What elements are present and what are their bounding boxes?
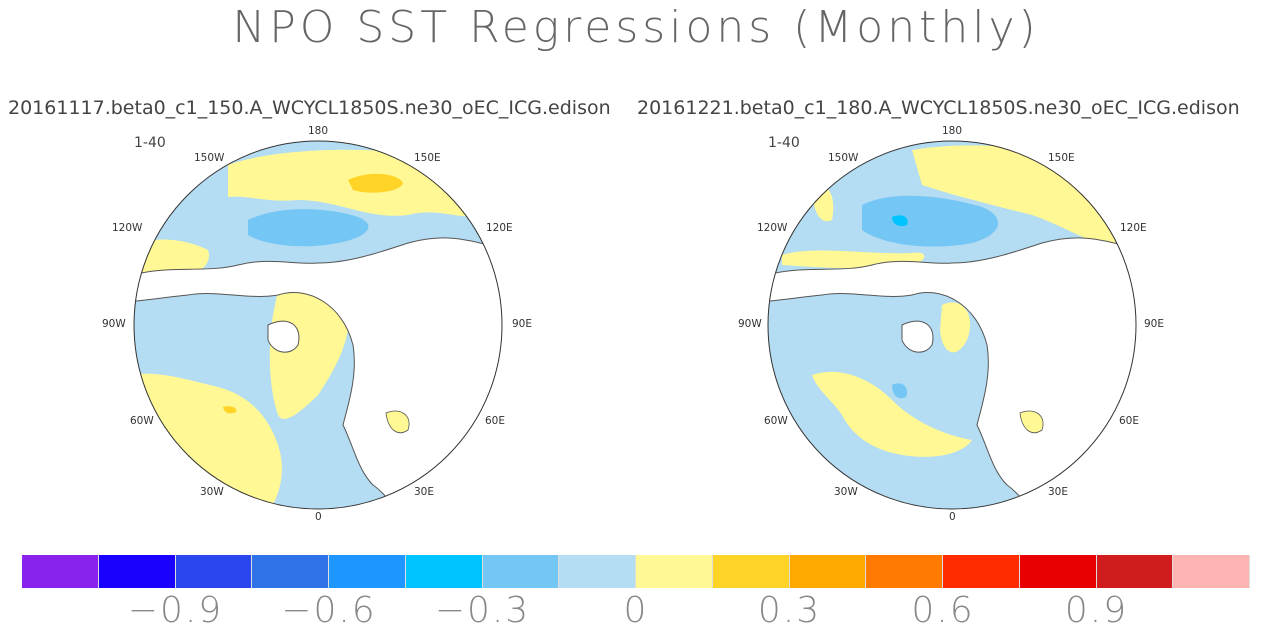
colorbar-swatch-6 <box>482 555 560 588</box>
right-land-greenland <box>901 320 934 353</box>
colorbar-tick-5: 0.6 <box>911 590 975 631</box>
right-map-border <box>767 140 1137 510</box>
left-label-150e: 150E <box>414 152 441 164</box>
right-map-svg <box>767 140 1137 510</box>
right-label-150w: 150W <box>828 152 859 164</box>
left-label-150w: 150W <box>194 152 225 164</box>
colorbar-swatch-13 <box>1019 555 1097 588</box>
right-arctic-negative <box>892 383 908 399</box>
right-label-60e: 60E <box>1119 415 1139 427</box>
left-label-60w: 60W <box>130 415 154 427</box>
right-pacific-negative-core <box>862 195 999 247</box>
left-map-svg <box>133 140 503 510</box>
left-med-positive <box>385 410 410 434</box>
left-label-0: 0 <box>315 511 322 523</box>
left-pacific-positive-core <box>348 173 403 193</box>
colorbar-swatch-8 <box>636 555 713 588</box>
colorbar-tick-2: −0.3 <box>434 590 531 631</box>
right-label-60w: 60W <box>764 415 788 427</box>
right-label-150e: 150E <box>1048 152 1075 164</box>
left-map-border <box>133 140 503 510</box>
right-label-0: 0 <box>949 511 956 523</box>
left-pacific-negative-core <box>248 209 369 247</box>
colorbar-swatch-11 <box>866 555 943 588</box>
left-label-90e: 90E <box>512 318 532 330</box>
right-land-eurasia-america <box>768 237 1136 509</box>
colorbar-swatch-7 <box>559 555 636 588</box>
figure-title: NPO SST Regressions (Monthly) <box>232 2 1040 53</box>
colorbar-swatch-5 <box>405 555 483 588</box>
left-label-120e: 120E <box>486 222 513 234</box>
colorbar-swatch-15 <box>1173 555 1250 588</box>
right-label-90w: 90W <box>738 318 762 330</box>
left-land-eurasia-america <box>134 237 502 509</box>
left-label-90w: 90W <box>102 318 126 330</box>
colorbar-swatch-0 <box>22 555 99 588</box>
right-run-subtitle: 20161221.beta0_c1_180.A_WCYCL1850S.ne30_… <box>637 97 1240 119</box>
right-arctic-positive <box>940 302 971 353</box>
colorbar <box>22 555 1250 588</box>
colorbar-tick-1: −0.6 <box>281 590 377 631</box>
right-med-positive <box>1019 410 1044 434</box>
left-label-120w: 120W <box>112 222 143 234</box>
left-polar-map: 1-40 180 150W 150E 120W 120E 90W 90E 60W… <box>102 125 532 525</box>
left-label-60e: 60E <box>485 415 505 427</box>
left-atlantic-positive-core <box>223 406 237 414</box>
right-period-label: 1-40 <box>768 135 800 151</box>
left-label-30w: 30W <box>200 486 224 498</box>
right-label-180: 180 <box>942 125 963 137</box>
colorbar-swatch-14 <box>1096 555 1174 588</box>
colorbar-swatch-12 <box>943 555 1020 588</box>
right-label-30e: 30E <box>1048 486 1068 498</box>
left-label-180: 180 <box>308 125 329 137</box>
colorbar-tick-4: 0.3 <box>757 590 822 631</box>
left-arctic-positive <box>269 282 349 419</box>
colorbar-tick-0: −0.9 <box>127 590 224 631</box>
colorbar-tick-6: 0.9 <box>1064 590 1129 631</box>
colorbar-ticks: −0.9 −0.6 −0.3 0 0.3 0.6 0.9 <box>0 590 1272 631</box>
colorbar-swatch-4 <box>329 555 406 588</box>
colorbar-swatch-3 <box>252 555 329 588</box>
right-pacific-negative-strong <box>892 215 908 227</box>
right-label-120e: 120E <box>1120 222 1147 234</box>
right-atlantic-positive <box>812 371 972 457</box>
left-land-greenland <box>267 320 300 353</box>
colorbar-swatch-9 <box>712 555 790 588</box>
colorbar-swatch-1 <box>98 555 176 588</box>
right-label-120w: 120W <box>757 222 788 234</box>
left-label-30e: 30E <box>414 486 434 498</box>
colorbar-swatch-2 <box>175 555 253 588</box>
left-run-subtitle: 20161117.beta0_c1_150.A_WCYCL1850S.ne30_… <box>8 97 611 119</box>
left-period-label: 1-40 <box>134 135 166 151</box>
right-label-90e: 90E <box>1144 318 1164 330</box>
right-polar-map: 1-40 180 150W 150E 120W 120E 90W 90E 60W… <box>738 125 1164 525</box>
right-label-30w: 30W <box>834 486 858 498</box>
colorbar-tick-3: 0 <box>623 590 649 631</box>
colorbar-swatch-10 <box>789 555 867 588</box>
